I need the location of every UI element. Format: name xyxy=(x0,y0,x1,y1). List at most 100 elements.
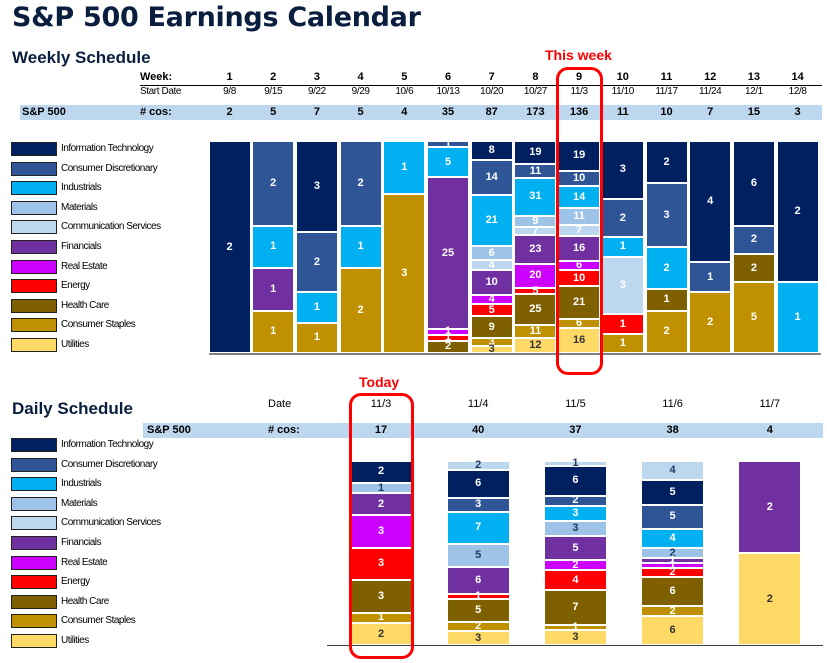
week-company-count: 35 xyxy=(441,106,455,118)
bar-segment-value: 7 xyxy=(576,224,583,237)
week-company-count: 10 xyxy=(660,106,673,118)
bar-segment-it: 6 xyxy=(732,141,775,226)
bar-segment-value: 6 xyxy=(475,477,482,490)
bar-segment-cs: 1 xyxy=(543,621,607,634)
bar-segment-value: 9 xyxy=(532,214,539,227)
bar-segment-value: 5 xyxy=(488,303,495,316)
bar-segment-it: 2 xyxy=(349,461,413,483)
bar-segment-cd: 1 xyxy=(427,138,469,149)
week-number: 6 xyxy=(444,71,452,83)
bar-segment-energy: 1 xyxy=(446,591,510,602)
bar-segment-value: 1 xyxy=(669,558,676,571)
bar-segment-value: 3 xyxy=(572,631,579,644)
bar-segment-energy: 4 xyxy=(543,570,607,591)
bar-segment-value: 5 xyxy=(475,548,482,561)
this-week-label: This week xyxy=(545,47,612,63)
daily-x-axis xyxy=(327,645,823,646)
bar-segment-comm: 3 xyxy=(601,256,644,315)
bar-segment-energy: 10 xyxy=(558,270,601,286)
bar-segment-value: 2 xyxy=(794,205,801,218)
week-start-date: 9/29 xyxy=(351,86,370,97)
bar-segment-re: 6 xyxy=(558,260,601,271)
bar-segment-value: 2 xyxy=(270,176,277,189)
bar-segment-mat: 3 xyxy=(543,520,607,536)
legend-swatch-re xyxy=(11,259,57,274)
daily-count-band xyxy=(143,423,823,438)
bar-segment-re: 2 xyxy=(543,559,607,570)
bar-segment-cd: 2 xyxy=(732,225,775,255)
daily-index-label: S&P 500 xyxy=(147,424,191,436)
weekly-count-band xyxy=(20,105,822,120)
legend-swatch-hc xyxy=(11,594,57,609)
bar-segment-hc: 2 xyxy=(427,340,469,353)
bar-segment-fin: 1 xyxy=(252,268,295,311)
bar-segment-cs: 2 xyxy=(641,605,705,616)
bar-segment-value: 5 xyxy=(444,155,452,168)
bar-segment-cs: 1 xyxy=(349,611,413,624)
bar-segment-ind: 21 xyxy=(470,194,513,246)
bar-segment-cs: 1 xyxy=(295,322,338,353)
bar-segment-ind: 4 xyxy=(641,528,705,549)
week-start-date: 12/1 xyxy=(744,86,763,97)
bar-segment-value: 21 xyxy=(485,213,498,226)
bar-segment-util: 3 xyxy=(446,631,510,645)
bar-segment-value: 6 xyxy=(669,623,676,636)
legend-label: Materials xyxy=(61,201,98,213)
daily-schedule-title: Daily Schedule xyxy=(12,399,133,418)
bar-segment-ind: 14 xyxy=(558,186,601,209)
bar-segment-util: 12 xyxy=(514,338,557,353)
legend-label: Consumer Staples xyxy=(61,615,136,627)
bar-segment-value: 2 xyxy=(669,565,676,578)
bar-segment-value: 1 xyxy=(377,611,385,624)
bar-segment-value: 3 xyxy=(488,342,495,355)
week-number: 3 xyxy=(313,71,320,83)
bar-segment-value: 11 xyxy=(529,164,542,177)
bar-segment-value: 1 xyxy=(270,240,277,253)
week-start-date: 10/20 xyxy=(480,86,504,97)
bar-segment-value: 2 xyxy=(766,592,773,605)
bar-segment-energy: 2 xyxy=(641,565,705,578)
bar-segment-value: 3 xyxy=(377,524,385,537)
day-company-count: 17 xyxy=(374,424,388,436)
bar-segment-fin: 16 xyxy=(558,236,601,262)
bar-segment-value: 4 xyxy=(572,573,579,586)
bar-segment-re: 20 xyxy=(514,263,557,289)
bar-segment-it: 19 xyxy=(514,141,557,165)
week-company-count: 11 xyxy=(616,106,629,118)
bar-segment-comm: 2 xyxy=(446,460,510,471)
bar-segment-value: 2 xyxy=(377,465,385,478)
week-number: 2 xyxy=(270,71,277,83)
bar-segment-value: 2 xyxy=(357,304,364,317)
bar-segment-it: 2 xyxy=(208,141,251,353)
bar-segment-value: 3 xyxy=(663,208,670,221)
week-number: 14 xyxy=(791,71,804,83)
bar-segment-value: 1 xyxy=(707,270,714,283)
legend-swatch-comm xyxy=(11,220,57,235)
bar-segment-it: 3 xyxy=(295,141,338,232)
bar-segment-re: 1 xyxy=(427,325,469,338)
start-date-label: Start Date xyxy=(140,86,182,97)
bar-segment-value: 1 xyxy=(619,240,626,253)
week-number: 5 xyxy=(401,71,408,83)
bar-segment-cs: 11 xyxy=(514,324,557,339)
week-company-count: 5 xyxy=(270,106,277,118)
bar-segment-value: 1 xyxy=(669,553,676,566)
bar-segment-value: 1 xyxy=(619,317,626,330)
bar-segment-hc: 9 xyxy=(470,316,513,339)
bar-segment-value: 1 xyxy=(444,325,452,338)
week-number: 9 xyxy=(576,71,583,83)
bar-segment-value: 2 xyxy=(750,261,757,274)
bar-segment-cd: 1 xyxy=(689,262,732,293)
week-company-count: 7 xyxy=(313,106,320,118)
legend-label: Consumer Discretionary xyxy=(61,162,158,174)
week-company-count: 5 xyxy=(357,106,364,118)
bar-segment-value: 1 xyxy=(572,621,579,634)
bar-segment-comm: 4 xyxy=(641,461,705,481)
bar-segment-value: 2 xyxy=(357,176,364,189)
bar-segment-mat: 9 xyxy=(514,214,557,227)
bar-segment-value: 3 xyxy=(377,589,385,602)
week-number: 12 xyxy=(704,71,717,83)
bar-segment-energy: 3 xyxy=(349,547,413,581)
bar-segment-value: 7 xyxy=(475,521,482,534)
bar-segment-value: 31 xyxy=(529,190,542,203)
